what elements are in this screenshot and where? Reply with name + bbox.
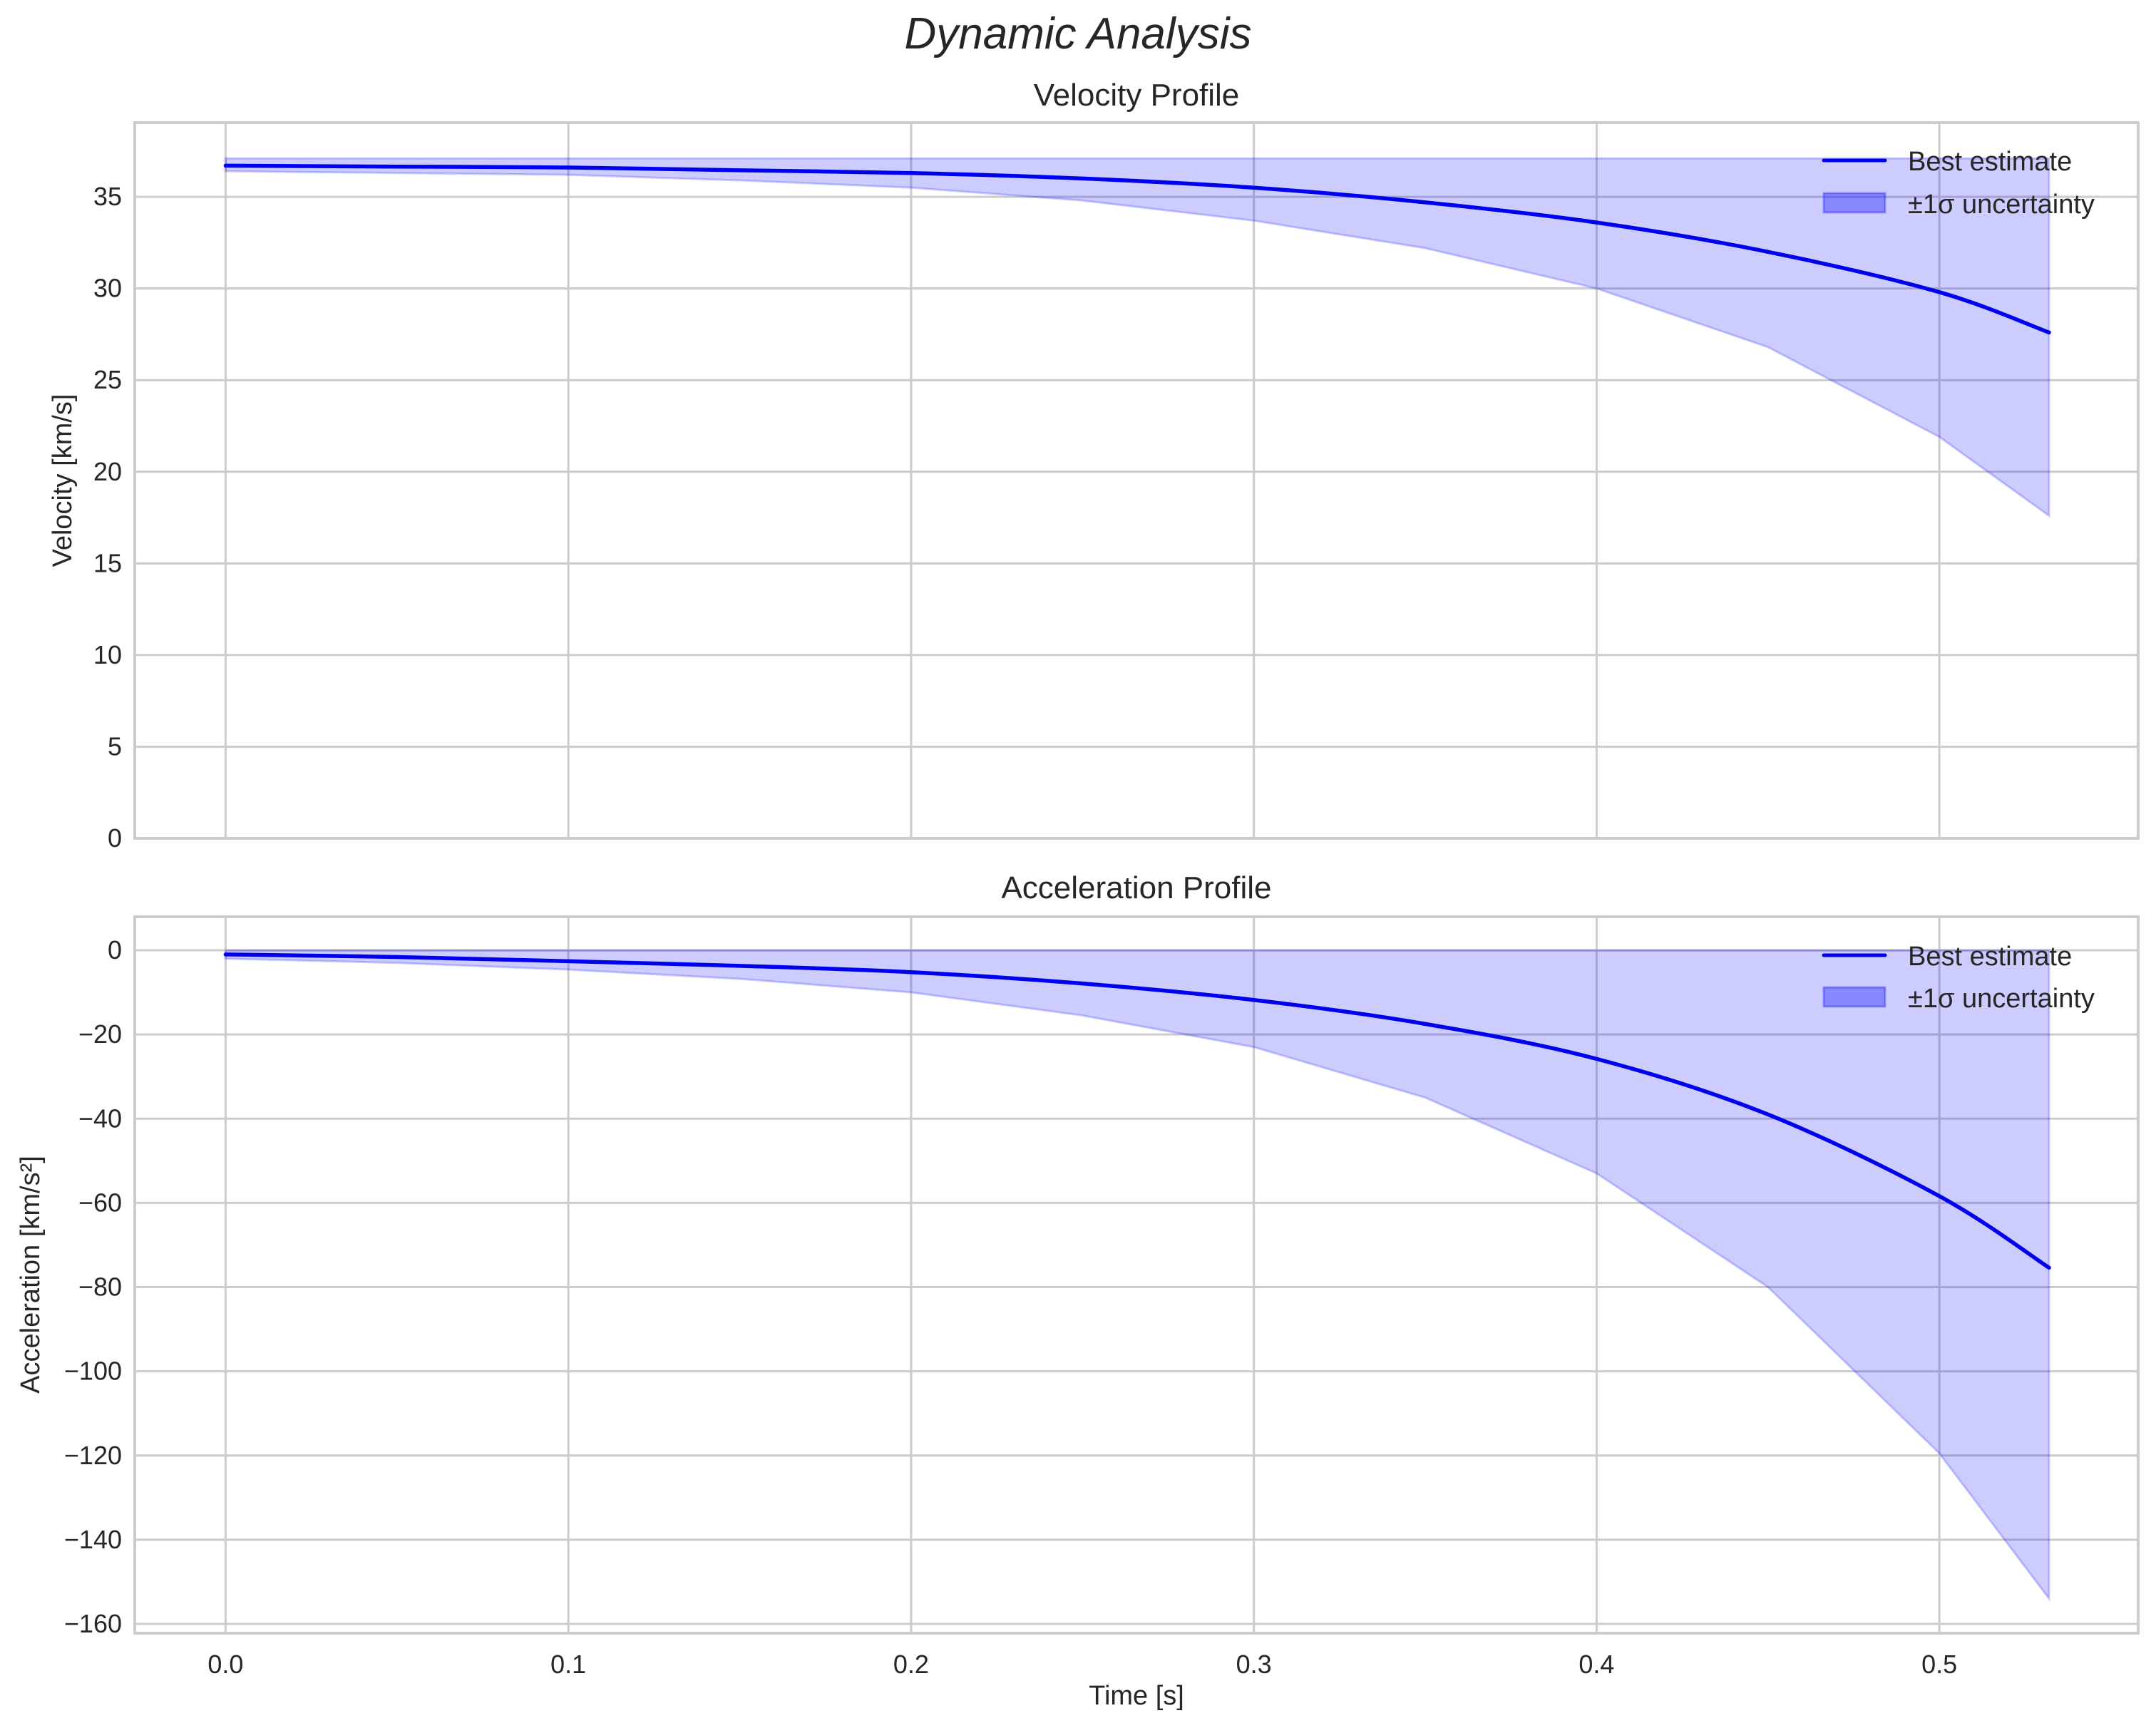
x-tick-label: 0.3 (1236, 1650, 1272, 1679)
velocity-panel-title: Velocity Profile (1034, 78, 1240, 113)
legend-label-best-estimate: Best estimate (1908, 942, 2072, 972)
y-tick-label: −40 (78, 1104, 122, 1133)
x-tick-labels: 0.0 0.1 0.2 0.3 0.4 0.5 (207, 1650, 1957, 1679)
y-tick-label: 0 (108, 935, 122, 965)
y-tick-label: 25 (93, 365, 122, 394)
y-tick-label: 5 (108, 731, 122, 761)
velocity-y-axis-label: Velocity [km/s] (48, 394, 78, 567)
x-tick-label: 0.4 (1578, 1650, 1614, 1679)
acceleration-best-estimate-line (223, 952, 2051, 1270)
legend-band-swatch-icon (1822, 986, 1886, 1008)
y-tick-label: −140 (64, 1525, 122, 1554)
x-axis-label: Time [s] (1089, 1681, 1184, 1711)
y-tick-label: −60 (78, 1188, 122, 1217)
uncertainty-band-area (224, 949, 2050, 1603)
y-tick-label: −160 (64, 1609, 122, 1638)
acceleration-y-tick-labels: 0 −20 −40 −60 −80 −100 −120 −140 −160 (64, 935, 122, 1638)
acceleration-panel-title: Acceleration Profile (1001, 870, 1271, 905)
y-tick-label: −20 (78, 1019, 122, 1049)
y-tick-label: 10 (93, 640, 122, 669)
velocity-axes-frame (133, 121, 2140, 840)
acceleration-grid (135, 917, 2138, 1633)
velocity-y-tick-labels: 0 5 10 15 20 25 30 35 (93, 182, 122, 853)
y-tick-label: 30 (93, 274, 122, 303)
axes-border (133, 915, 2140, 1635)
velocity-best-estimate-line (223, 163, 2051, 335)
x-tick-label: 0.1 (550, 1650, 586, 1679)
legend-label-uncertainty: ±1σ uncertainty (1908, 190, 2095, 220)
y-tick-label: 35 (93, 182, 122, 211)
legend-band-swatch-icon (1822, 192, 1886, 214)
legend-label-uncertainty: ±1σ uncertainty (1908, 984, 2095, 1014)
uncertainty-band-area (224, 157, 2050, 518)
y-tick-label: 20 (93, 457, 122, 486)
acceleration-panel: Acceleration Profile 0 −20 −40 −60 −80 −100 −1… (16, 870, 2140, 1711)
y-tick-label: 0 (108, 823, 122, 853)
x-tick-label: 0.5 (1921, 1650, 1957, 1679)
figure-suptitle: Dynamic Analysis (905, 9, 1252, 58)
axes-border (133, 121, 2140, 840)
legend-label-best-estimate: Best estimate (1908, 147, 2072, 177)
acceleration-axes-frame (133, 915, 2140, 1635)
x-tick-label: 0.2 (893, 1650, 929, 1679)
velocity-grid (135, 123, 2138, 840)
y-tick-label: −100 (64, 1357, 122, 1386)
best-estimate-curve (223, 952, 2051, 1270)
y-tick-label: −80 (78, 1272, 122, 1302)
velocity-panel: Velocity Profile 0 5 10 15 20 25 30 35 Velocity… (48, 78, 2140, 853)
acceleration-y-axis-label: Acceleration [km/s²] (16, 1156, 46, 1394)
best-estimate-curve (223, 163, 2051, 335)
velocity-legend: Best estimate ±1σ uncertainty (1822, 147, 2095, 220)
y-tick-label: 15 (93, 548, 122, 577)
acceleration-uncertainty-band (224, 949, 2050, 1603)
velocity-uncertainty-band (224, 157, 2050, 518)
x-tick-label: 0.0 (207, 1650, 243, 1679)
acceleration-legend: Best estimate ±1σ uncertainty (1822, 942, 2095, 1014)
y-tick-label: −120 (64, 1441, 122, 1470)
